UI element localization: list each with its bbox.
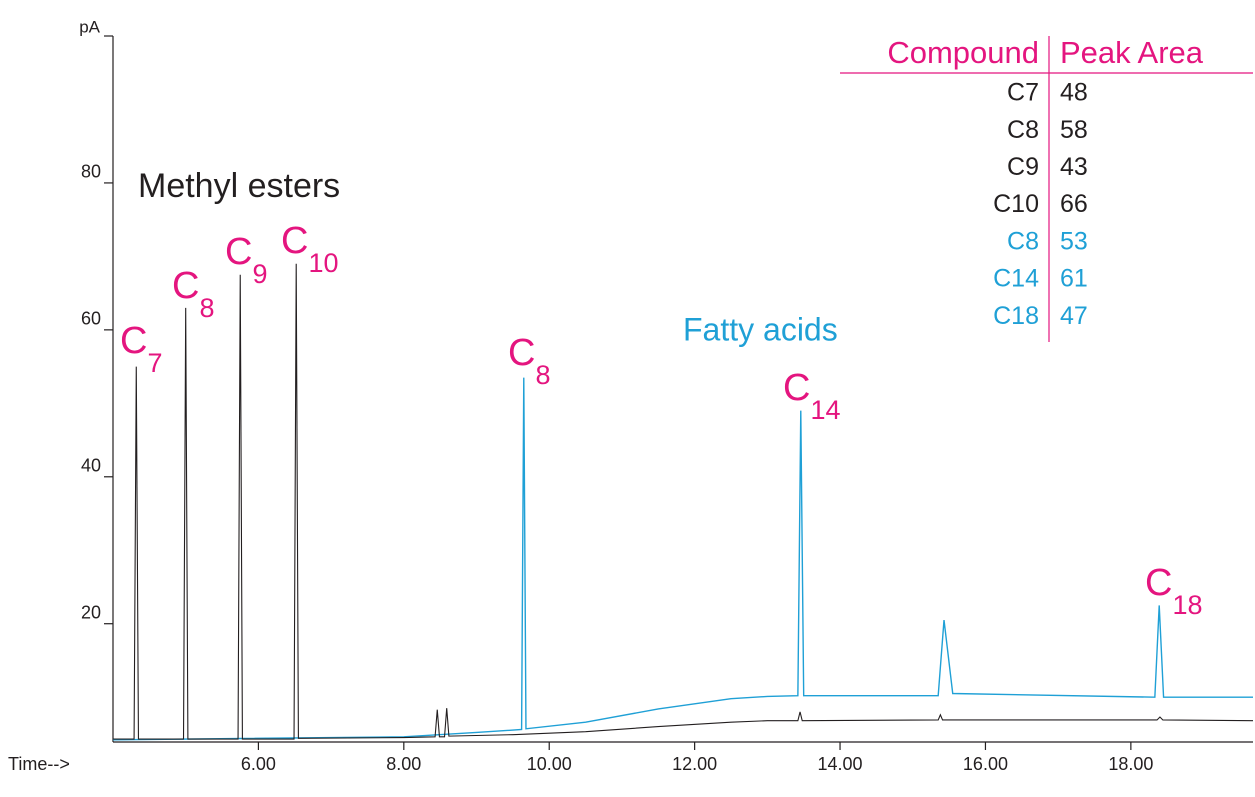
- table-compound: C8: [1007, 116, 1039, 144]
- peak-label-text: C: [172, 265, 199, 307]
- peak-label-text: C: [783, 367, 810, 409]
- peak-label-subscript: 9: [252, 259, 267, 289]
- y-tick-label: 80: [81, 162, 101, 182]
- peak-label-subscript: 14: [810, 395, 840, 425]
- table-compound: C10: [993, 190, 1039, 218]
- peak-label-subscript: 7: [147, 348, 162, 378]
- table-area: 43: [1060, 153, 1088, 181]
- y-tick-label: 40: [81, 456, 101, 476]
- x-tick-label: 12.00: [672, 754, 717, 774]
- peak-label: C9: [225, 231, 267, 289]
- table-area: 58: [1060, 116, 1088, 144]
- table-area: 66: [1060, 190, 1088, 218]
- x-tick-label: 10.00: [527, 754, 572, 774]
- table-area: 53: [1060, 227, 1088, 255]
- y-tick-label: 20: [81, 602, 101, 622]
- peak-label-subscript: 10: [308, 248, 338, 278]
- x-axis-label: Time-->: [8, 754, 70, 774]
- series-line: [112, 377, 1253, 741]
- x-tick-label: 18.00: [1108, 754, 1153, 774]
- peak-label-text: C: [120, 320, 147, 362]
- peak-label: C7: [120, 320, 162, 378]
- x-tick-label: 16.00: [963, 754, 1008, 774]
- peak-label-subscript: 18: [1172, 590, 1202, 620]
- series-label: Methyl esters: [138, 167, 340, 205]
- y-axis-label: pA: [79, 17, 100, 36]
- table-compound: C14: [993, 265, 1039, 293]
- table-compound: C9: [1007, 153, 1039, 181]
- table-compound: C18: [993, 302, 1039, 330]
- peak-label: C8: [508, 332, 550, 390]
- table-area: 48: [1060, 79, 1088, 107]
- peak-label-text: C: [1145, 562, 1172, 604]
- table-header: Compound: [887, 35, 1039, 70]
- peak-label-text: C: [225, 231, 252, 273]
- table-compound: C7: [1007, 79, 1039, 107]
- peak-label-text: C: [281, 220, 308, 262]
- peak-label: C14: [783, 367, 841, 425]
- peak-label: C10: [281, 220, 339, 278]
- table-header: Peak Area: [1060, 35, 1204, 70]
- peak-label: C18: [1145, 562, 1203, 620]
- x-tick-label: 6.00: [241, 754, 276, 774]
- peak-label-text: C: [508, 332, 535, 374]
- x-tick-label: 14.00: [818, 754, 863, 774]
- y-tick-label: 60: [81, 309, 101, 329]
- series-line: [113, 263, 1254, 740]
- table-area: 47: [1060, 302, 1088, 330]
- table-area: 61: [1060, 265, 1088, 293]
- series-label: Fatty acids: [683, 311, 838, 347]
- peak-label-subscript: 8: [535, 360, 550, 390]
- table-compound: C8: [1007, 227, 1039, 255]
- x-tick-label: 8.00: [386, 754, 421, 774]
- peak-label-subscript: 8: [199, 293, 214, 323]
- peak-label: C8: [172, 265, 214, 323]
